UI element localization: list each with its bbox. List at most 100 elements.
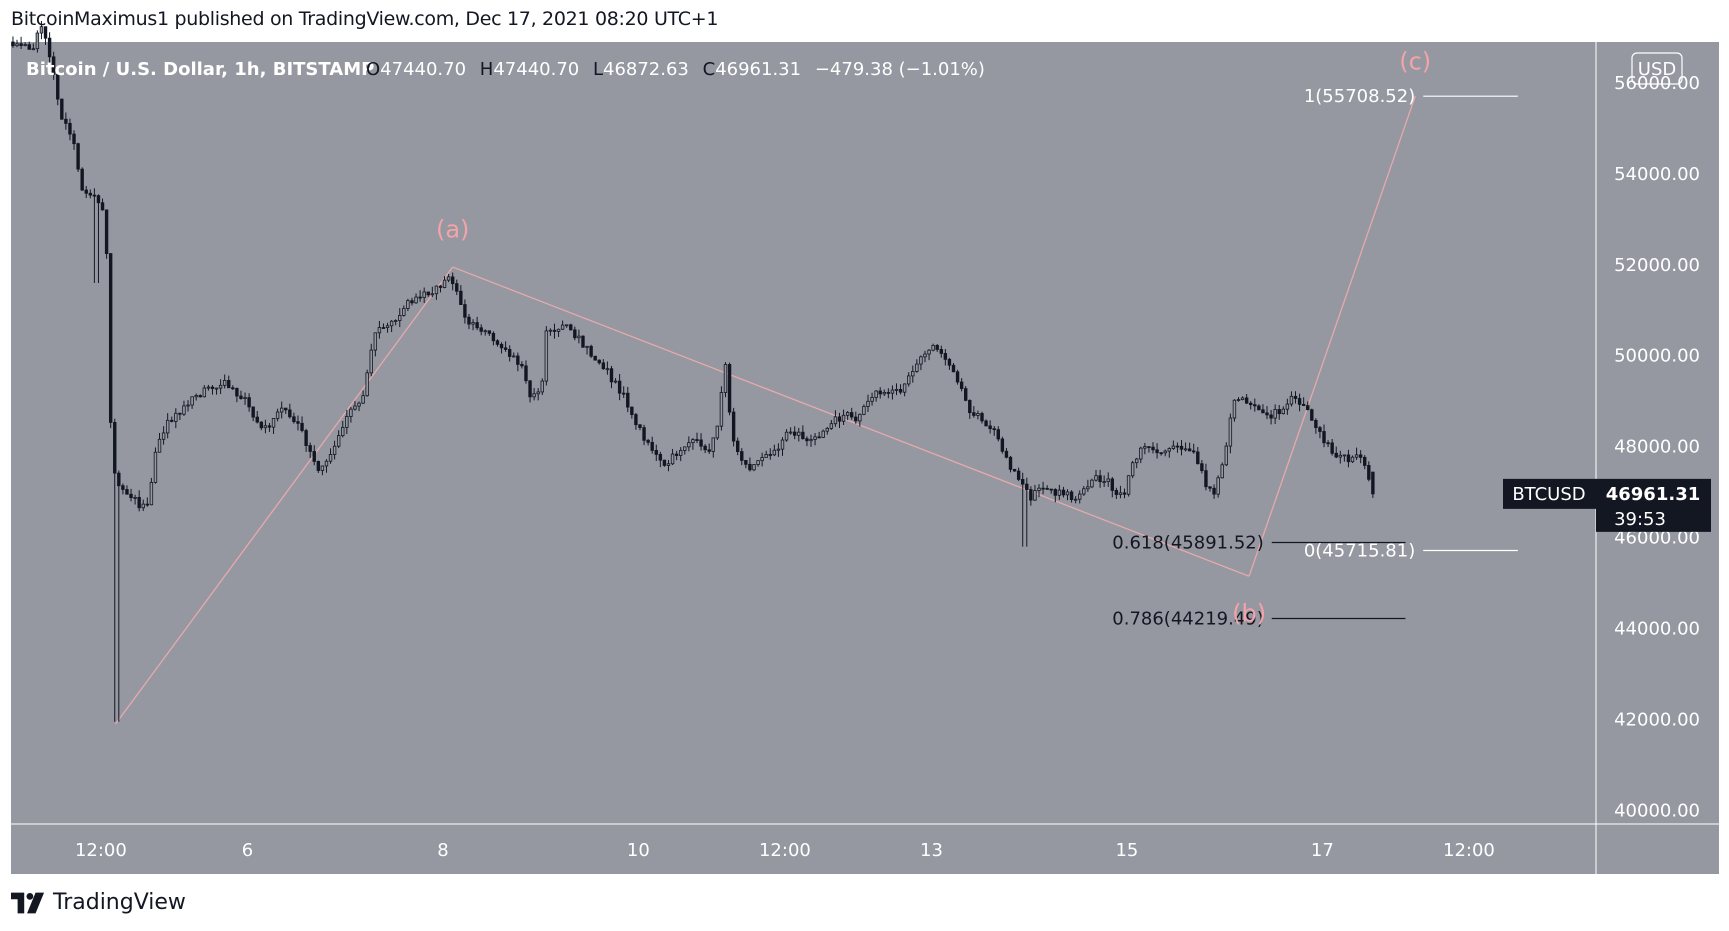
candle bbox=[373, 332, 378, 357]
time-tick-label: 6 bbox=[242, 840, 253, 861]
candle bbox=[776, 443, 781, 457]
candle bbox=[996, 426, 1000, 442]
candle bbox=[968, 399, 972, 419]
candle bbox=[780, 437, 785, 456]
price-tick-label: 40000.00 bbox=[1614, 800, 1700, 821]
candle bbox=[1285, 398, 1290, 415]
candle bbox=[854, 411, 858, 424]
candle bbox=[1033, 484, 1037, 501]
candle bbox=[882, 389, 886, 397]
candle bbox=[662, 459, 667, 467]
candle bbox=[1277, 404, 1281, 420]
candle bbox=[60, 98, 64, 120]
candle bbox=[410, 297, 414, 306]
candle bbox=[145, 497, 150, 507]
candle bbox=[1338, 450, 1343, 464]
time-tick-label: 10 bbox=[627, 840, 650, 861]
price-tick-label: 46000.00 bbox=[1614, 528, 1700, 549]
candle bbox=[1086, 479, 1090, 492]
candle bbox=[332, 440, 337, 460]
candle bbox=[385, 322, 390, 333]
candle bbox=[520, 361, 524, 369]
candle bbox=[92, 188, 97, 283]
currency-button[interactable]: USD bbox=[1631, 52, 1683, 85]
time-axis[interactable] bbox=[11, 824, 1719, 874]
candle bbox=[1334, 446, 1338, 459]
candle bbox=[222, 374, 227, 389]
wave-lines bbox=[115, 95, 1416, 725]
candle bbox=[931, 343, 935, 352]
candle bbox=[528, 380, 532, 403]
candle bbox=[35, 30, 40, 53]
candle bbox=[894, 383, 899, 396]
price-axis[interactable] bbox=[1596, 42, 1719, 824]
candle bbox=[47, 32, 52, 64]
candle bbox=[1236, 397, 1241, 402]
candle bbox=[752, 463, 756, 472]
candle bbox=[634, 412, 638, 430]
candle bbox=[345, 409, 349, 435]
candle bbox=[341, 420, 345, 438]
candle bbox=[471, 319, 475, 331]
candle bbox=[674, 450, 679, 461]
candle bbox=[760, 452, 764, 467]
candle bbox=[1139, 446, 1143, 464]
candle bbox=[902, 383, 907, 397]
candle bbox=[1061, 486, 1066, 498]
candle bbox=[544, 326, 549, 386]
candle bbox=[104, 209, 109, 259]
candle bbox=[552, 323, 557, 339]
candle bbox=[459, 285, 463, 305]
candle bbox=[601, 359, 606, 370]
candle bbox=[43, 26, 48, 46]
candle bbox=[569, 323, 573, 331]
candle bbox=[475, 316, 479, 331]
candle bbox=[450, 272, 455, 291]
candle bbox=[683, 446, 687, 455]
candle bbox=[1322, 424, 1326, 448]
candle bbox=[231, 385, 235, 391]
footer-brand[interactable]: TradingView bbox=[11, 890, 186, 915]
candle bbox=[426, 291, 430, 297]
candle bbox=[1306, 401, 1310, 411]
fib-label-2: 0.786(44219.49) bbox=[1112, 609, 1263, 630]
candle bbox=[731, 407, 736, 447]
candle bbox=[1159, 452, 1163, 456]
candle bbox=[1253, 398, 1257, 412]
candle bbox=[943, 349, 948, 366]
candle bbox=[736, 437, 740, 456]
candle bbox=[858, 413, 862, 427]
candle bbox=[1220, 462, 1224, 479]
candle bbox=[890, 385, 895, 400]
candle bbox=[312, 445, 316, 466]
candle bbox=[121, 483, 125, 495]
candle bbox=[1167, 447, 1171, 458]
candle bbox=[1126, 475, 1131, 497]
candle bbox=[613, 378, 618, 384]
candle bbox=[585, 345, 589, 355]
candle bbox=[499, 342, 504, 354]
candle bbox=[418, 290, 422, 302]
candle bbox=[218, 379, 223, 395]
wave-label-2: (b) bbox=[1232, 600, 1266, 628]
badge-countdown: 39:53 bbox=[1614, 509, 1666, 530]
candle bbox=[56, 69, 60, 106]
price-tick-label: 44000.00 bbox=[1614, 619, 1700, 640]
candle bbox=[1041, 481, 1045, 495]
candle bbox=[296, 415, 300, 431]
candle bbox=[1110, 476, 1114, 498]
candle bbox=[589, 344, 593, 358]
candle bbox=[503, 341, 508, 352]
wave-line-2 bbox=[452, 266, 1250, 577]
candle bbox=[1228, 413, 1233, 454]
price-tick-label: 54000.00 bbox=[1614, 164, 1700, 185]
candle bbox=[165, 413, 170, 439]
candle bbox=[1261, 404, 1265, 414]
candle bbox=[308, 442, 312, 458]
candle bbox=[1257, 404, 1261, 411]
candle bbox=[507, 345, 512, 362]
candle bbox=[866, 394, 870, 412]
candle bbox=[1318, 425, 1322, 439]
candle bbox=[723, 362, 728, 398]
